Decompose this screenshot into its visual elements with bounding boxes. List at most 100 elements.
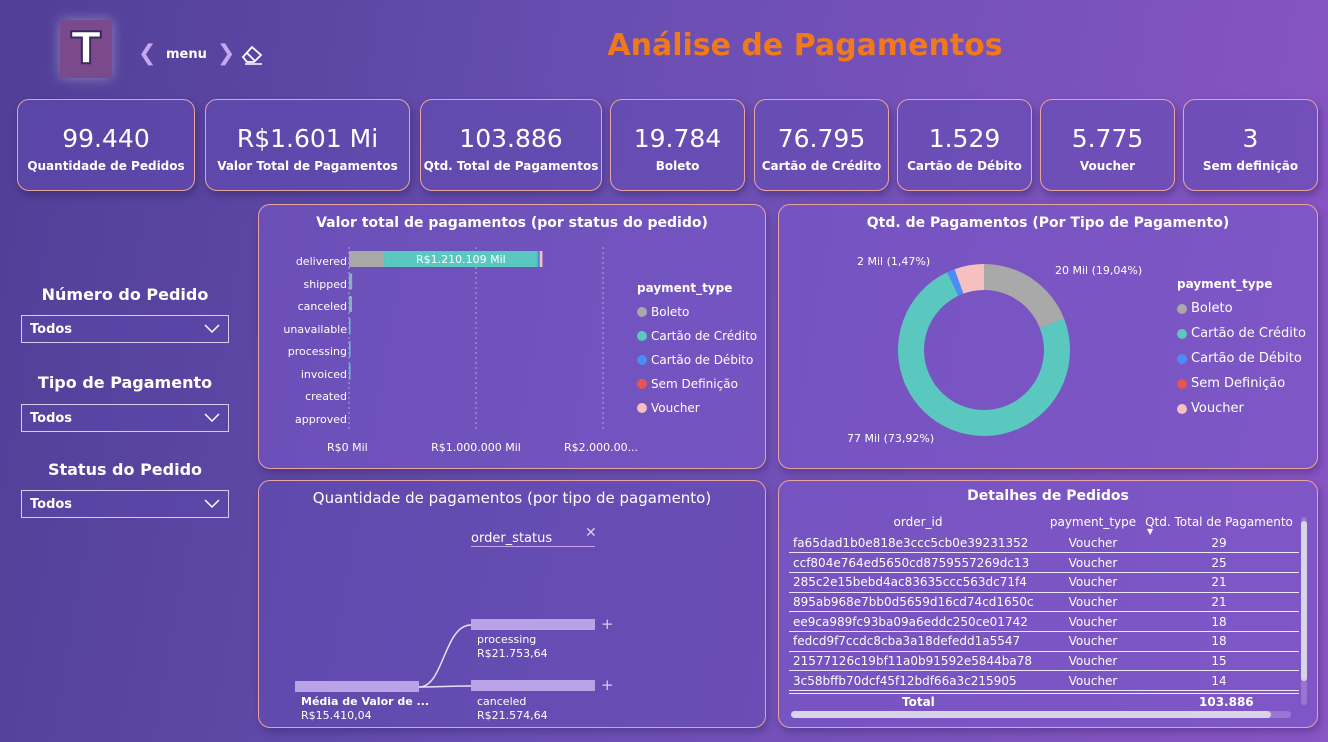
node-label-processing[interactable]: processing [477, 633, 537, 646]
cell-order-id: 3c58bffb70dcf45f12bdf66a3c215905 [789, 670, 1047, 691]
table-row[interactable]: 285c2e15bebd4ac83635ccc563dc71f4 Voucher 2… [789, 572, 1299, 593]
legend-title: payment_type [1177, 277, 1273, 291]
bar-segment[interactable] [384, 251, 538, 267]
numero-pedido-dropdown[interactable]: Todos [21, 315, 229, 343]
bar-chart-title: Valor total de pagamentos (por status do… [316, 215, 708, 231]
donut-slice[interactable] [898, 272, 1070, 436]
kpi-value: R$1.601 Mi [236, 124, 379, 153]
cell-payment-type: Voucher [1047, 670, 1139, 691]
company-logo: T [60, 20, 112, 78]
bar-segment[interactable] [350, 273, 353, 290]
table-row[interactable]: 21577126c19bf11a0b91592e5844ba78 Voucher 1… [789, 651, 1299, 672]
status-pedido-dropdown[interactable]: Todos [21, 490, 229, 518]
donut-chart-title: Qtd. de Pagamentos (Por Tipo de Pagament… [866, 215, 1230, 231]
cell-qtd-pagamento: 29 [1139, 533, 1299, 554]
table-row[interactable]: 3c58bffb70dcf45f12bdf66a3c215905 Voucher 1… [789, 670, 1299, 691]
donut-slice[interactable] [947, 269, 964, 296]
details-table: order_id payment_type Qtd. Total de Paga… [789, 511, 1299, 691]
bar-segment[interactable] [349, 341, 351, 357]
kpi-label: Quantidade de Pedidos [27, 159, 185, 173]
horizontal-scrollbar[interactable] [791, 711, 1291, 718]
kpi-card-debito: 1.529 Cartão de Débito [897, 99, 1032, 191]
cell-order-id: 285c2e15bebd4ac83635ccc563dc71f4 [789, 572, 1047, 593]
bar-segment[interactable] [349, 251, 385, 267]
legend-item-credito[interactable]: Cartão de Crédito [1177, 326, 1306, 341]
decomposition-panel: Quantidade de pagamentos (por tipo de pa… [258, 480, 766, 728]
legend-item-boleto[interactable]: Boleto [637, 305, 757, 319]
table-row[interactable]: fedcd9f7ccdc8cba3a18defedd1a5547 Voucher 1… [789, 631, 1299, 652]
bar-segment[interactable] [349, 318, 351, 335]
cell-qtd-pagamento: 21 [1139, 572, 1299, 593]
svg-text:+: + [601, 615, 614, 633]
sort-desc-icon[interactable]: ▼ [1147, 527, 1154, 536]
legend-item-debito[interactable]: Cartão de Débito [1177, 351, 1306, 366]
legend-item-voucher[interactable]: Voucher [1177, 401, 1306, 416]
kpi-value: 5.775 [1071, 124, 1144, 153]
legend-item-sem-definicao[interactable]: Sem Definição [1177, 376, 1306, 391]
donut-slice[interactable] [954, 264, 984, 294]
close-icon[interactable]: ✕ [585, 525, 597, 541]
root-node-label[interactable]: Média de Valor de ... [301, 695, 430, 708]
chevron-down-icon [204, 499, 220, 509]
dropdown-value: Todos [30, 496, 73, 512]
cell-payment-type: Voucher [1047, 631, 1139, 652]
eraser-icon[interactable] [240, 42, 264, 66]
legend-label: Cartão de Débito [651, 353, 754, 367]
chevron-right-icon[interactable]: ❯ [216, 41, 236, 66]
menu-label[interactable]: menu [166, 46, 207, 62]
horizontal-scrollbar-thumb[interactable] [791, 711, 1271, 718]
cell-payment-type: Voucher [1047, 572, 1139, 593]
cell-qtd-pagamento: 21 [1139, 592, 1299, 613]
node-label-canceled[interactable]: canceled [477, 695, 527, 708]
legend-label: Voucher [651, 401, 700, 415]
table-row[interactable]: ee9ca989fc93ba09a6eddc250ce01742 Voucher 1… [789, 611, 1299, 632]
column-header-qtd-pagamento[interactable]: Qtd. Total de Pagamento [1139, 511, 1299, 533]
legend-item-credito[interactable]: Cartão de Crédito [637, 329, 757, 343]
kpi-label: Qtd. Total de Pagamentos [423, 159, 599, 173]
dropdown-value: Todos [30, 410, 73, 426]
legend-item-debito[interactable]: Cartão de Débito [637, 353, 757, 367]
cell-payment-type: Voucher [1047, 611, 1139, 632]
legend-dot [1177, 353, 1187, 364]
legend-item-voucher[interactable]: Voucher [637, 401, 757, 415]
column-header-payment-type[interactable]: payment_type [1049, 515, 1137, 529]
chevron-left-icon[interactable]: ❮ [138, 41, 157, 66]
chevron-down-icon [204, 413, 220, 423]
kpi-value: 1.529 [928, 124, 1001, 153]
table-row[interactable]: 895ab968e7bb0d5659d16cd74cd1650c Voucher 2… [789, 592, 1299, 613]
bar-segment[interactable] [349, 296, 351, 312]
kpi-label: Cartão de Débito [907, 159, 1022, 173]
table-row[interactable]: fa65dad1b0e818e3ccc5cb0e39231352 Voucher 2… [789, 533, 1299, 554]
bar-segment[interactable] [537, 251, 540, 267]
bar-category-label: delivered [295, 255, 347, 268]
vertical-scrollbar[interactable] [1301, 517, 1307, 705]
legend-item-sem-definicao[interactable]: Sem Definição [637, 377, 757, 391]
bar-x-tick-label: R$2.000.00... [563, 441, 639, 454]
cell-payment-type: Voucher [1047, 552, 1139, 573]
vertical-scrollbar-thumb[interactable] [1301, 521, 1307, 681]
donut-chart [898, 264, 1070, 436]
column-header-order-id[interactable]: order_id [893, 515, 943, 529]
legend-dot [1177, 403, 1187, 414]
bar-segment[interactable] [349, 363, 351, 380]
bar-category-label: created [305, 390, 347, 403]
bar-category-label: unavailable [283, 322, 347, 336]
root-node-value: R$15.410,04 [301, 709, 372, 722]
legend-label: Sem Definição [651, 377, 738, 391]
kpi-card-pedidos: 99.440 Quantidade de Pedidos [17, 99, 195, 191]
legend-item-boleto[interactable]: Boleto [1177, 301, 1306, 316]
logo-letter: T [70, 23, 102, 74]
legend-dot [1177, 378, 1187, 389]
bar-segment[interactable] [349, 273, 351, 290]
donut-slice[interactable] [984, 264, 1065, 329]
table-row[interactable]: ccf804e764ed5650cd8759557269dc13 Voucher 2… [789, 552, 1299, 573]
bar-segment[interactable] [350, 296, 353, 312]
cell-qtd-pagamento: 15 [1139, 651, 1299, 672]
root-bar [295, 681, 419, 692]
order-status-filter[interactable]: order_status [471, 527, 595, 547]
legend-title: payment_type [637, 281, 733, 295]
tipo-pagamento-dropdown[interactable]: Todos [21, 404, 229, 432]
legend-label: Sem Definição [1191, 376, 1286, 391]
bar-segment[interactable] [539, 251, 543, 267]
chevron-down-icon [204, 324, 220, 334]
